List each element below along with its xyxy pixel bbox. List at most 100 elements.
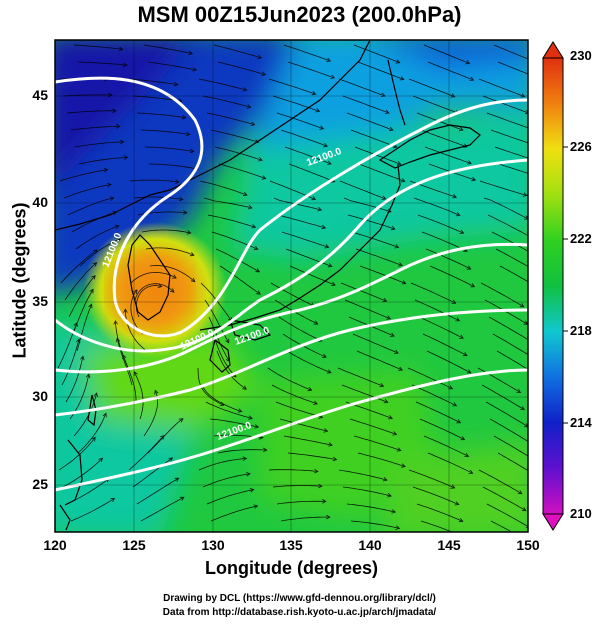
streamline-arrowhead	[181, 114, 187, 120]
streamline-arrowhead	[242, 385, 247, 390]
streamline	[149, 265, 196, 283]
streamline	[205, 401, 253, 419]
streamline-arrowhead	[466, 265, 472, 270]
x-tick-label: 135	[279, 537, 303, 553]
streamline	[357, 61, 404, 80]
streamline	[416, 503, 463, 522]
streamline	[70, 498, 115, 522]
streamline	[423, 44, 470, 64]
streamline-arrowhead	[103, 167, 109, 173]
streamline-arrowhead	[133, 289, 138, 294]
streamline-arrowhead	[452, 402, 458, 407]
streamline-arrowhead	[460, 436, 466, 441]
streamline	[493, 435, 528, 457]
streamline-arrowhead	[91, 436, 96, 442]
streamline-arrowhead	[394, 244, 400, 249]
streamline-arrowhead	[524, 215, 528, 220]
streamline	[211, 231, 258, 250]
streamline-arrowhead	[326, 160, 332, 165]
streamline-arrowhead	[242, 191, 248, 197]
streamline	[278, 316, 322, 342]
streamline	[136, 112, 186, 119]
streamline-arrowhead	[85, 373, 91, 379]
streamline-arrowhead	[123, 155, 129, 160]
streamline	[75, 225, 120, 250]
streamline	[418, 316, 464, 339]
streamline-arrowhead	[516, 388, 522, 394]
streamline	[271, 384, 318, 405]
streamline-arrowhead	[311, 196, 317, 201]
streamline	[132, 457, 173, 488]
streamline-arrowhead	[258, 157, 263, 162]
streamline	[495, 248, 528, 267]
streamline	[73, 44, 123, 50]
streamline	[148, 163, 198, 170]
streamline-arrowhead	[186, 230, 192, 235]
colorbar-tick-label: 222	[570, 231, 592, 246]
streamline-arrowhead	[539, 287, 543, 290]
streamline	[201, 384, 242, 412]
streamline-arrowhead	[396, 447, 402, 452]
streamline	[342, 95, 390, 114]
x-tick-label: 140	[358, 537, 382, 553]
streamline	[498, 163, 528, 174]
streamline	[277, 214, 326, 229]
streamline-arrowhead	[458, 126, 464, 132]
streamline-arrowhead	[379, 382, 385, 388]
streamlines	[57, 44, 543, 532]
streamline	[489, 418, 528, 442]
streamline	[357, 452, 406, 467]
streamline-arrowhead	[92, 262, 98, 267]
streamline	[339, 180, 386, 200]
streamline-arrowhead	[394, 349, 399, 354]
streamline	[423, 435, 469, 457]
streamline	[71, 211, 117, 233]
streamline	[59, 169, 108, 182]
streamline-arrowhead	[401, 463, 406, 468]
streamline-arrowhead	[392, 431, 398, 436]
streamline-arrowhead	[467, 160, 472, 165]
streamline-arrowhead	[188, 50, 194, 56]
streamline	[272, 95, 320, 112]
colorbar-max-arrow	[542, 41, 564, 59]
chart-title: MSM 00Z15Jun2023 (200.0hPa)	[137, 2, 462, 27]
streamline-arrowhead	[401, 280, 407, 285]
streamline	[60, 249, 98, 284]
streamline	[197, 367, 224, 406]
streamline	[427, 452, 473, 474]
streamline-arrowhead	[123, 62, 128, 68]
streamline	[78, 156, 128, 165]
streamline-arrowhead	[524, 423, 528, 428]
streamline	[214, 146, 263, 161]
streamline	[353, 435, 401, 451]
streamline	[206, 489, 254, 505]
streamline	[210, 505, 258, 522]
streamline	[147, 418, 184, 454]
streamline-arrowhead	[386, 315, 392, 320]
streamline-arrowhead	[317, 207, 323, 212]
streamline	[494, 146, 528, 159]
streamline	[147, 61, 197, 71]
streamline-arrowhead	[307, 386, 313, 392]
streamline-arrowhead	[535, 61, 539, 65]
streamline-arrowhead	[524, 109, 528, 115]
streamline	[286, 350, 332, 374]
streamline	[351, 231, 399, 248]
streamline-arrowhead	[521, 507, 527, 512]
streamline-arrowhead	[532, 458, 536, 462]
streamline	[496, 350, 528, 370]
streamline-arrowhead	[311, 90, 317, 96]
streamline	[288, 163, 335, 183]
coastlines	[55, 40, 481, 531]
streamline	[483, 197, 528, 220]
streamline-arrowhead	[531, 356, 535, 360]
streamline-arrowhead	[471, 176, 477, 182]
streamline-arrowhead	[390, 332, 395, 337]
streamline	[284, 146, 332, 165]
streamline-arrowhead	[249, 488, 255, 493]
streamline-arrowhead	[315, 108, 321, 113]
streamline-arrowhead	[89, 288, 94, 294]
streamline	[136, 477, 179, 505]
streamline-arrowhead	[116, 124, 121, 129]
streamline	[482, 95, 528, 114]
